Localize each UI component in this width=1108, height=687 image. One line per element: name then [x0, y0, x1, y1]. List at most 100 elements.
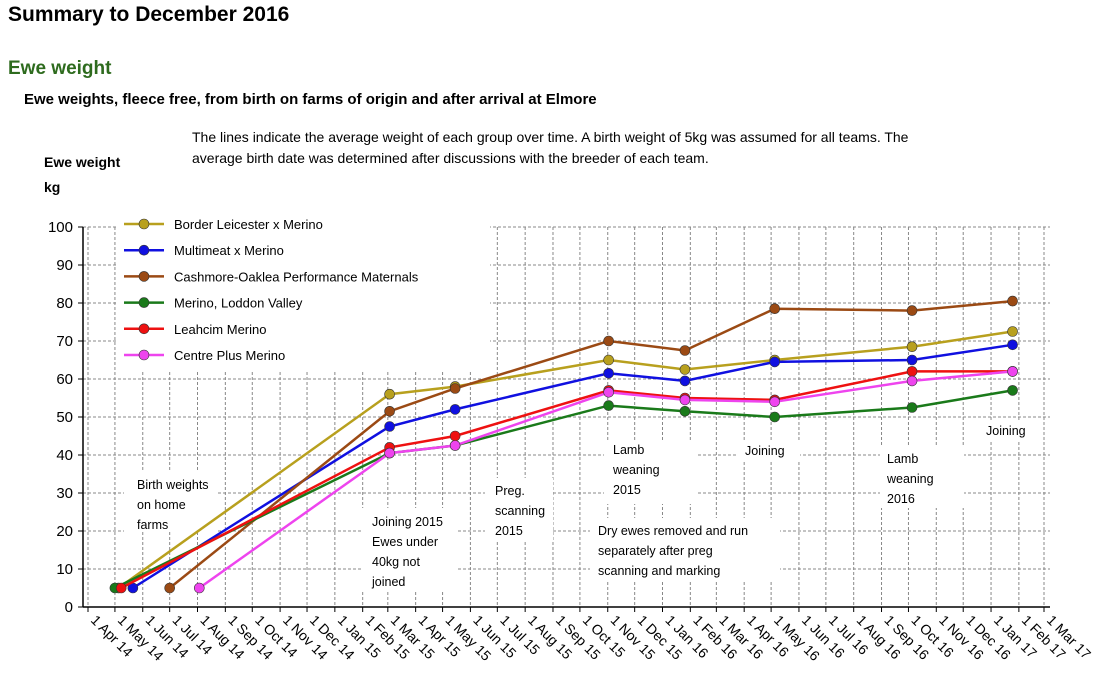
- data-point: [1007, 385, 1018, 396]
- chart-note-line-2: average birth date was determined after …: [192, 150, 709, 166]
- annotation-label: weaning: [886, 472, 934, 486]
- data-point: [769, 303, 781, 315]
- annotation-label: Lamb: [887, 452, 918, 466]
- legend-swatch-marker: [138, 218, 150, 230]
- legend-label: Border Leicester x Merino: [174, 217, 323, 232]
- annotation-label: farms: [137, 518, 168, 532]
- y-tick-label: 100: [48, 219, 73, 236]
- annotation-box: [362, 508, 458, 592]
- data-point: [906, 341, 918, 353]
- y-tick-label: 10: [56, 561, 73, 578]
- annotation-label: Birth weights: [137, 478, 209, 492]
- series-line: [132, 343, 1013, 590]
- legend-label: Merino, Loddon Valley: [174, 296, 303, 311]
- annotation-label: 40kg not: [372, 555, 420, 569]
- y-tick-label: 30: [56, 485, 73, 502]
- annotation-box: [124, 470, 218, 532]
- legend-label: Cashmore-Oaklea Performance Maternals: [174, 269, 419, 284]
- y-tick-label: 70: [56, 333, 73, 350]
- annotation-label: Ewes under: [372, 535, 438, 549]
- y-axis-label-line-1: Ewe weight: [44, 154, 121, 170]
- data-point: [1007, 366, 1018, 377]
- series-line: [120, 370, 1013, 590]
- chart-note: The lines indicate the average weight of…: [192, 127, 1092, 169]
- data-point: [603, 400, 614, 411]
- annotation-label: 2015: [495, 524, 523, 538]
- data-point: [679, 405, 691, 417]
- legend-swatch-marker: [138, 349, 150, 361]
- legend-swatch-marker: [138, 271, 150, 282]
- annotation-label: scanning: [495, 504, 545, 518]
- annotation-label: scanning and marking: [598, 564, 720, 578]
- annotation-label: on home: [137, 498, 186, 512]
- annotation-label: weaning: [612, 463, 660, 477]
- data-point: [906, 402, 918, 413]
- annotation-label: joined: [371, 575, 405, 589]
- data-point: [384, 447, 395, 459]
- data-point: [906, 305, 918, 316]
- legend-swatch-marker: [138, 297, 150, 308]
- data-point: [906, 366, 918, 377]
- y-axis-label: Ewe weight kg: [44, 150, 120, 200]
- data-point: [194, 582, 205, 594]
- data-point: [449, 440, 461, 451]
- y-tick-label: 20: [56, 523, 73, 540]
- annotation-box: [738, 440, 800, 462]
- annotation-box: [604, 440, 698, 504]
- y-tick-label: 0: [65, 599, 73, 616]
- data-point: [906, 375, 918, 387]
- data-point: [115, 582, 127, 594]
- annotation-label: separately after preg: [598, 544, 713, 558]
- data-point: [1007, 295, 1018, 307]
- legend-label: Leahcim Merino: [174, 322, 267, 337]
- data-point: [1007, 339, 1018, 351]
- data-point: [603, 354, 614, 366]
- annotation-label: Dry ewes removed and run: [598, 524, 748, 538]
- annotation-box: [880, 446, 964, 508]
- data-point: [384, 421, 395, 432]
- data-point: [1007, 326, 1018, 337]
- annotation-label: Joining: [986, 424, 1026, 438]
- data-point: [164, 582, 175, 594]
- legend-swatch-marker: [138, 244, 150, 256]
- data-point: [603, 335, 614, 347]
- annotation-label: Joining: [745, 444, 785, 458]
- y-tick-label: 60: [56, 371, 73, 388]
- legend-swatch-marker: [138, 323, 150, 335]
- y-tick-label: 40: [56, 447, 73, 464]
- data-point: [603, 386, 614, 398]
- series-line: [114, 389, 1013, 590]
- series-line: [168, 299, 1013, 589]
- chart-title: Ewe weights, fleece free, from birth on …: [24, 91, 597, 108]
- annotation-label: 2015: [613, 483, 641, 497]
- annotation-label: Preg.: [495, 484, 525, 498]
- legend-label: Centre Plus Merino: [174, 348, 285, 363]
- data-point: [384, 405, 395, 417]
- annotation-label: Lamb: [613, 443, 644, 457]
- page-title: Summary to December 2016: [8, 3, 290, 26]
- data-point: [906, 354, 918, 366]
- data-point: [449, 404, 461, 415]
- chart-note-line-1: The lines indicate the average weight of…: [192, 129, 909, 145]
- annotation-label: 2016: [887, 492, 915, 506]
- data-point: [679, 375, 691, 387]
- data-point: [769, 411, 781, 423]
- y-axis-label-line-2: kg: [44, 179, 61, 195]
- legend-label: Multimeat x Merino: [174, 243, 284, 258]
- y-tick-label: 50: [56, 409, 73, 426]
- data-point: [384, 388, 395, 400]
- section-heading: Ewe weight: [8, 58, 112, 79]
- data-point: [449, 430, 461, 442]
- data-point: [769, 356, 781, 368]
- annotation-label: Joining 2015: [372, 515, 443, 529]
- annotation-box: [590, 518, 780, 580]
- data-point: [679, 364, 691, 375]
- annotation-box: [485, 478, 553, 540]
- data-point: [679, 345, 691, 356]
- data-point: [679, 394, 691, 406]
- data-point: [603, 367, 614, 379]
- y-tick-label: 80: [56, 295, 73, 312]
- data-point: [769, 396, 781, 408]
- series-line: [117, 330, 1013, 590]
